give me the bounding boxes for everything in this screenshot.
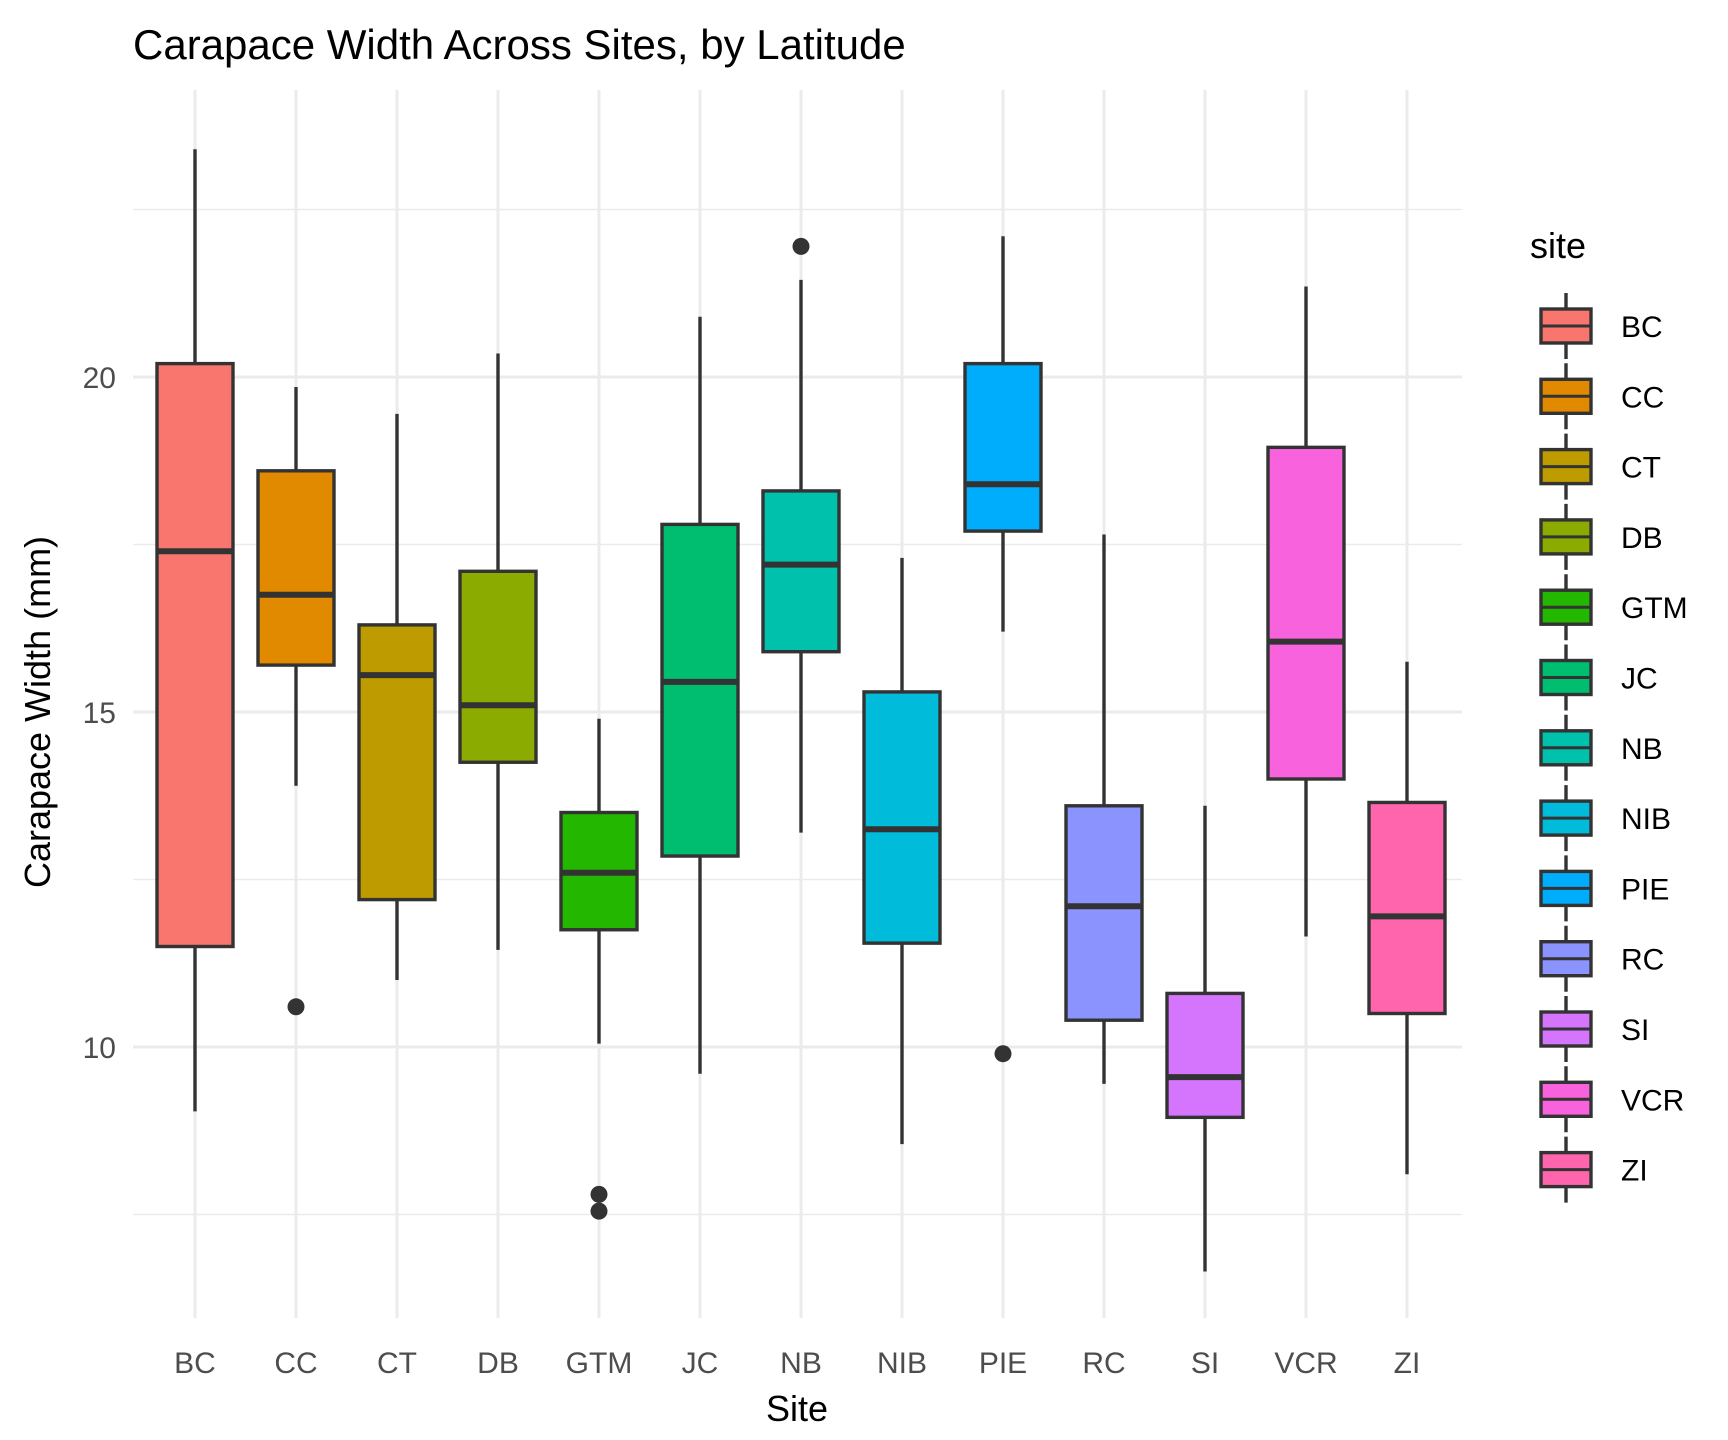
legend-title: site	[1530, 225, 1586, 266]
legend-item-ct: CT	[1539, 433, 1661, 500]
box-cc	[256, 387, 336, 1016]
x-tick-label: GTM	[566, 1347, 633, 1380]
x-tick-label: NIB	[877, 1347, 927, 1380]
legend-item-cc: CC	[1539, 363, 1664, 430]
box-nib	[862, 557, 942, 1145]
outlier-point	[590, 1202, 608, 1220]
box-body	[1266, 445, 1346, 781]
legend-items: BC CC CT DB GTM JC NB NIB PIE RC SI VCR ZI	[1539, 293, 1688, 1203]
legend-label: CC	[1621, 381, 1664, 414]
legend-label: BC	[1621, 311, 1663, 344]
x-tick-label: VCR	[1274, 1347, 1337, 1380]
legend-item-vcr: VCR	[1539, 1066, 1684, 1133]
legend-label: PIE	[1621, 873, 1669, 906]
outlier-point	[590, 1185, 608, 1203]
legend-item-jc: JC	[1539, 644, 1658, 711]
y-axis-title: Carapace Width (mm)	[17, 536, 58, 888]
box-rc	[1064, 534, 1144, 1084]
y-tick-label: 20	[83, 362, 116, 395]
y-tick-label: 10	[83, 1032, 116, 1065]
box-body	[458, 569, 538, 764]
legend-label: GTM	[1621, 592, 1688, 625]
box-jc	[660, 316, 740, 1074]
x-tick-label: ZI	[1394, 1347, 1421, 1380]
x-tick-label: CC	[274, 1347, 317, 1380]
x-tick-label: SI	[1191, 1347, 1219, 1380]
legend-label: RC	[1621, 944, 1664, 977]
outlier-point	[792, 237, 810, 255]
legend-item-bc: BC	[1539, 293, 1663, 359]
grid	[133, 90, 1462, 1318]
legend-item-db: DB	[1539, 503, 1663, 570]
legend-label: CT	[1621, 452, 1661, 485]
box-vcr	[1266, 286, 1346, 937]
legend-label: DB	[1621, 522, 1663, 555]
y-axis-ticks: 10 15 20	[83, 362, 116, 1065]
box-body	[761, 489, 841, 654]
box-zi	[1367, 661, 1447, 1175]
box-body	[963, 361, 1043, 533]
box-body	[256, 469, 336, 667]
box-ct	[357, 413, 437, 980]
legend-item-zi: ZI	[1539, 1136, 1648, 1203]
x-axis-title: Site	[766, 1388, 828, 1429]
x-tick-label: JC	[682, 1347, 719, 1380]
legend-item-nib: NIB	[1539, 785, 1671, 852]
legend-item-rc: RC	[1539, 925, 1664, 992]
x-tick-label: CT	[377, 1347, 417, 1380]
box-body	[1367, 800, 1447, 1016]
box-gtm	[559, 718, 639, 1220]
legend-item-nb: NB	[1539, 714, 1663, 781]
legend-label: VCR	[1621, 1084, 1684, 1117]
legend-item-si: SI	[1539, 996, 1649, 1062]
box-body	[1064, 804, 1144, 1022]
chart-title: Carapace Width Across Sites, by Latitude	[133, 21, 906, 68]
box-bc	[155, 149, 235, 1112]
box-body	[660, 522, 740, 858]
y-tick-label: 15	[83, 697, 116, 730]
box-body	[862, 690, 942, 945]
legend-item-pie: PIE	[1539, 855, 1669, 922]
box-body	[1165, 991, 1245, 1120]
box-db	[458, 353, 538, 950]
box-si	[1165, 805, 1245, 1272]
x-tick-label: BC	[174, 1347, 216, 1380]
x-tick-label: RC	[1082, 1347, 1125, 1380]
box-body	[155, 361, 235, 949]
x-tick-label: NB	[780, 1347, 822, 1380]
x-tick-label: DB	[477, 1347, 519, 1380]
x-tick-label: PIE	[979, 1347, 1027, 1380]
legend-label: NB	[1621, 733, 1663, 766]
outlier-point	[287, 998, 305, 1016]
legend-label: NIB	[1621, 803, 1671, 836]
boxes	[155, 149, 1447, 1272]
box-nb	[761, 237, 841, 833]
legend-label: ZI	[1621, 1155, 1648, 1188]
legend: site BC CC CT DB GTM JC NB NIB PIE RC SI VCR ZI	[1530, 225, 1688, 1203]
box-pie	[963, 236, 1043, 1063]
outlier-point	[994, 1045, 1012, 1063]
box-body	[357, 623, 437, 902]
legend-item-gtm: GTM	[1539, 574, 1688, 641]
legend-label: JC	[1621, 663, 1658, 696]
x-axis-ticks: BC CC CT DB GTM JC NB NIB PIE RC SI VCR ZI	[174, 1347, 1420, 1380]
legend-label: SI	[1621, 1014, 1649, 1047]
